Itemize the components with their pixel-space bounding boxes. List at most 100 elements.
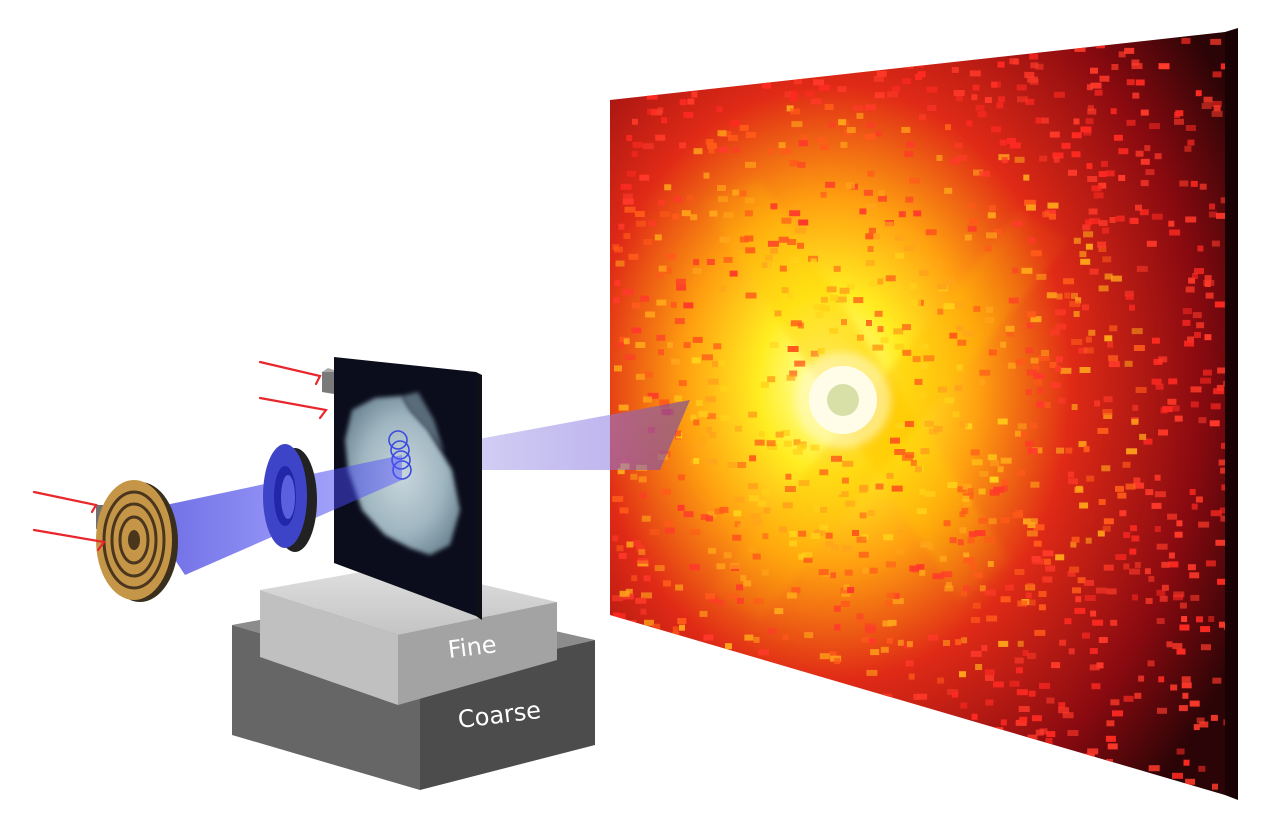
detector-pixel <box>1086 84 1093 91</box>
detector-pixel <box>704 396 716 403</box>
detector-pixel <box>951 67 959 73</box>
detector-pixel <box>672 632 680 639</box>
detector-pixel <box>1008 297 1019 304</box>
detector-pixel <box>1136 265 1148 272</box>
detector-pixel <box>1012 512 1024 519</box>
detector-pixel <box>747 483 758 490</box>
detector-pixel <box>1148 575 1155 582</box>
detector-pixel <box>882 693 893 700</box>
detector-pixel <box>617 708 626 714</box>
detector-pixel <box>862 567 869 574</box>
detector-pixel <box>815 311 824 318</box>
detector-pixel <box>1154 153 1162 160</box>
detector-pixel <box>626 688 633 695</box>
detector-pixel <box>672 626 679 633</box>
detector-pixel <box>644 619 654 626</box>
detector-pixel <box>1081 632 1090 639</box>
detector-pixel <box>1200 626 1211 633</box>
detector-pixel <box>1154 526 1161 533</box>
detector-pixel <box>1117 492 1127 499</box>
detector-pixel <box>991 126 1002 133</box>
detector-pixel <box>939 763 948 770</box>
detector-pixel <box>1193 724 1200 731</box>
detector-pixel <box>1041 768 1052 775</box>
detector-pixel <box>753 718 762 725</box>
detector-pixel <box>778 236 789 243</box>
detector-pixel <box>682 775 693 782</box>
detector-pixel <box>1014 569 1025 575</box>
detector-pixel <box>866 788 873 795</box>
detector-pixel <box>949 739 961 746</box>
detector-pixel <box>762 82 772 89</box>
detector-pixel <box>709 432 717 439</box>
detector-pixel <box>988 205 996 212</box>
detector-pixel <box>644 371 653 378</box>
detector-pixel <box>1089 218 1100 225</box>
detector-pixel <box>1185 778 1196 785</box>
detector-pixel <box>865 259 875 266</box>
detector-pixel <box>732 189 740 196</box>
detector-pixel <box>649 529 660 536</box>
detector-pixel <box>917 693 928 700</box>
detector-pixel <box>1185 125 1196 131</box>
detector-pixel <box>727 462 737 468</box>
detector-pixel <box>1131 59 1140 66</box>
detector-pixel <box>740 575 747 581</box>
detector-pixel <box>1090 82 1102 89</box>
detector-pixel <box>957 539 964 546</box>
detector-pixel <box>1166 641 1173 648</box>
red-arrow-icon <box>32 360 328 552</box>
detector-pixel <box>1012 267 1019 274</box>
detector-pixel <box>1034 379 1042 386</box>
detector-pixel <box>821 719 832 726</box>
detector-pixel <box>624 206 636 213</box>
detector-pixel <box>1144 568 1151 575</box>
detector-pixel <box>618 552 627 559</box>
detector-pixel <box>794 227 806 234</box>
fine-stage-right <box>398 602 557 705</box>
detector-pixel <box>760 680 771 687</box>
detector-pixel <box>1085 219 1093 226</box>
detector-pixel <box>1027 748 1034 755</box>
detector-pixel <box>739 124 749 131</box>
detector-pixel <box>912 356 921 363</box>
detector-pixel <box>1204 275 1212 282</box>
detector-pixel <box>967 225 977 232</box>
detector-pixel <box>954 385 963 392</box>
detector-pixel <box>689 564 701 571</box>
detector-pixel <box>1000 719 1007 726</box>
detector-pixel <box>979 369 991 376</box>
detector-pixel <box>963 557 975 564</box>
detector-pixel <box>880 646 889 653</box>
detector-pixel <box>635 660 642 667</box>
detector-pixel <box>1068 169 1077 176</box>
detector-pixel <box>1098 499 1106 505</box>
detector-pixel <box>737 726 744 733</box>
detector-pixel <box>1026 369 1038 376</box>
detector-pixel <box>1135 204 1142 211</box>
detector-pixel <box>672 213 680 220</box>
detector-pixel <box>719 765 731 772</box>
detector-pixel <box>928 634 939 641</box>
detector-pixel <box>833 605 841 612</box>
detector-pixel <box>626 170 636 177</box>
detector-pixel <box>615 260 625 267</box>
detector-pixel <box>1168 220 1175 227</box>
detector-pixel <box>1134 561 1141 568</box>
stage-assembly: Fine Coarse <box>232 565 595 790</box>
detector-pixel <box>1073 118 1080 125</box>
detector-pixel <box>904 303 913 310</box>
detector-pixel <box>1151 378 1162 385</box>
detector-pixel <box>847 587 855 593</box>
detector-pixel <box>856 613 864 620</box>
detector-pixel <box>1037 387 1045 394</box>
detector-pixel <box>683 112 694 118</box>
detector-pixel <box>614 365 622 372</box>
detector-pixel <box>919 363 929 370</box>
detector-pixel <box>775 681 784 688</box>
detector-pixel <box>874 310 883 317</box>
detector-pixel <box>784 729 791 736</box>
detector-pixel <box>1210 510 1222 517</box>
detector-pixel <box>1205 560 1216 567</box>
detector-pixel <box>1190 401 1199 408</box>
